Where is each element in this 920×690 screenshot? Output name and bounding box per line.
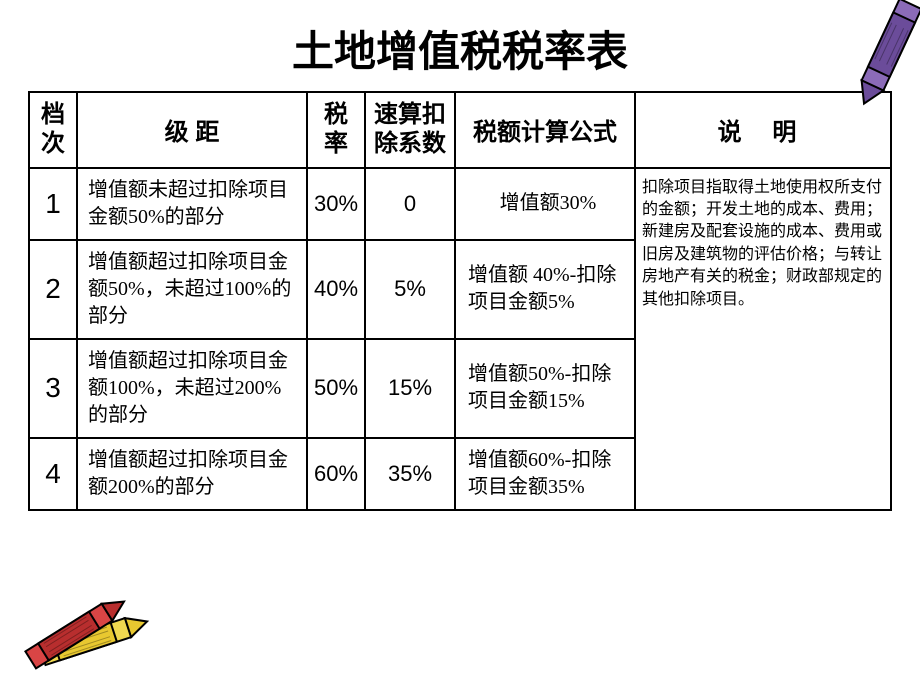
table-header-row: 档次 级 距 税率 速算扣除系数 税额计算公式 说 明 [29,92,891,168]
cell-formula: 增值额 40%-扣除项目金额5% [455,240,635,339]
cell-level: 1 [29,168,77,240]
cell-range: 增值额超过扣除项目金额200%的部分 [77,438,307,510]
crayon-purple-icon [845,0,920,120]
cell-level: 3 [29,339,77,438]
cell-rate: 50% [307,339,365,438]
cell-range: 增值额超过扣除项目金额100%，未超过200%的部分 [77,339,307,438]
cell-range: 增值额未超过扣除项目金额50%的部分 [77,168,307,240]
header-quick: 速算扣除系数 [365,92,455,168]
cell-rate: 30% [307,168,365,240]
cell-quick: 35% [365,438,455,510]
cell-level: 2 [29,240,77,339]
table-container: 档次 级 距 税率 速算扣除系数 税额计算公式 说 明 1 增值额未超过扣除项目… [0,91,920,511]
page-title: 土地增值税税率表 [0,0,920,91]
cell-quick: 5% [365,240,455,339]
cell-quick: 0 [365,168,455,240]
header-formula: 税额计算公式 [455,92,635,168]
cell-level: 4 [29,438,77,510]
crayon-group-icon [10,590,170,680]
header-range: 级 距 [77,92,307,168]
cell-range: 增值额超过扣除项目金额50%，未超过100%的部分 [77,240,307,339]
cell-note: 扣除项目指取得土地使用权所支付的金额；开发土地的成本、费用；新建房及配套设施的成… [635,168,891,510]
cell-formula: 增值额60%-扣除项目金额35% [455,438,635,510]
header-rate: 税率 [307,92,365,168]
table-row: 1 增值额未超过扣除项目金额50%的部分 30% 0 增值额30% 扣除项目指取… [29,168,891,240]
cell-formula: 增值额50%-扣除项目金额15% [455,339,635,438]
cell-rate: 60% [307,438,365,510]
tax-rate-table: 档次 级 距 税率 速算扣除系数 税额计算公式 说 明 1 增值额未超过扣除项目… [28,91,892,511]
cell-formula: 增值额30% [455,168,635,240]
cell-rate: 40% [307,240,365,339]
header-level: 档次 [29,92,77,168]
cell-quick: 15% [365,339,455,438]
